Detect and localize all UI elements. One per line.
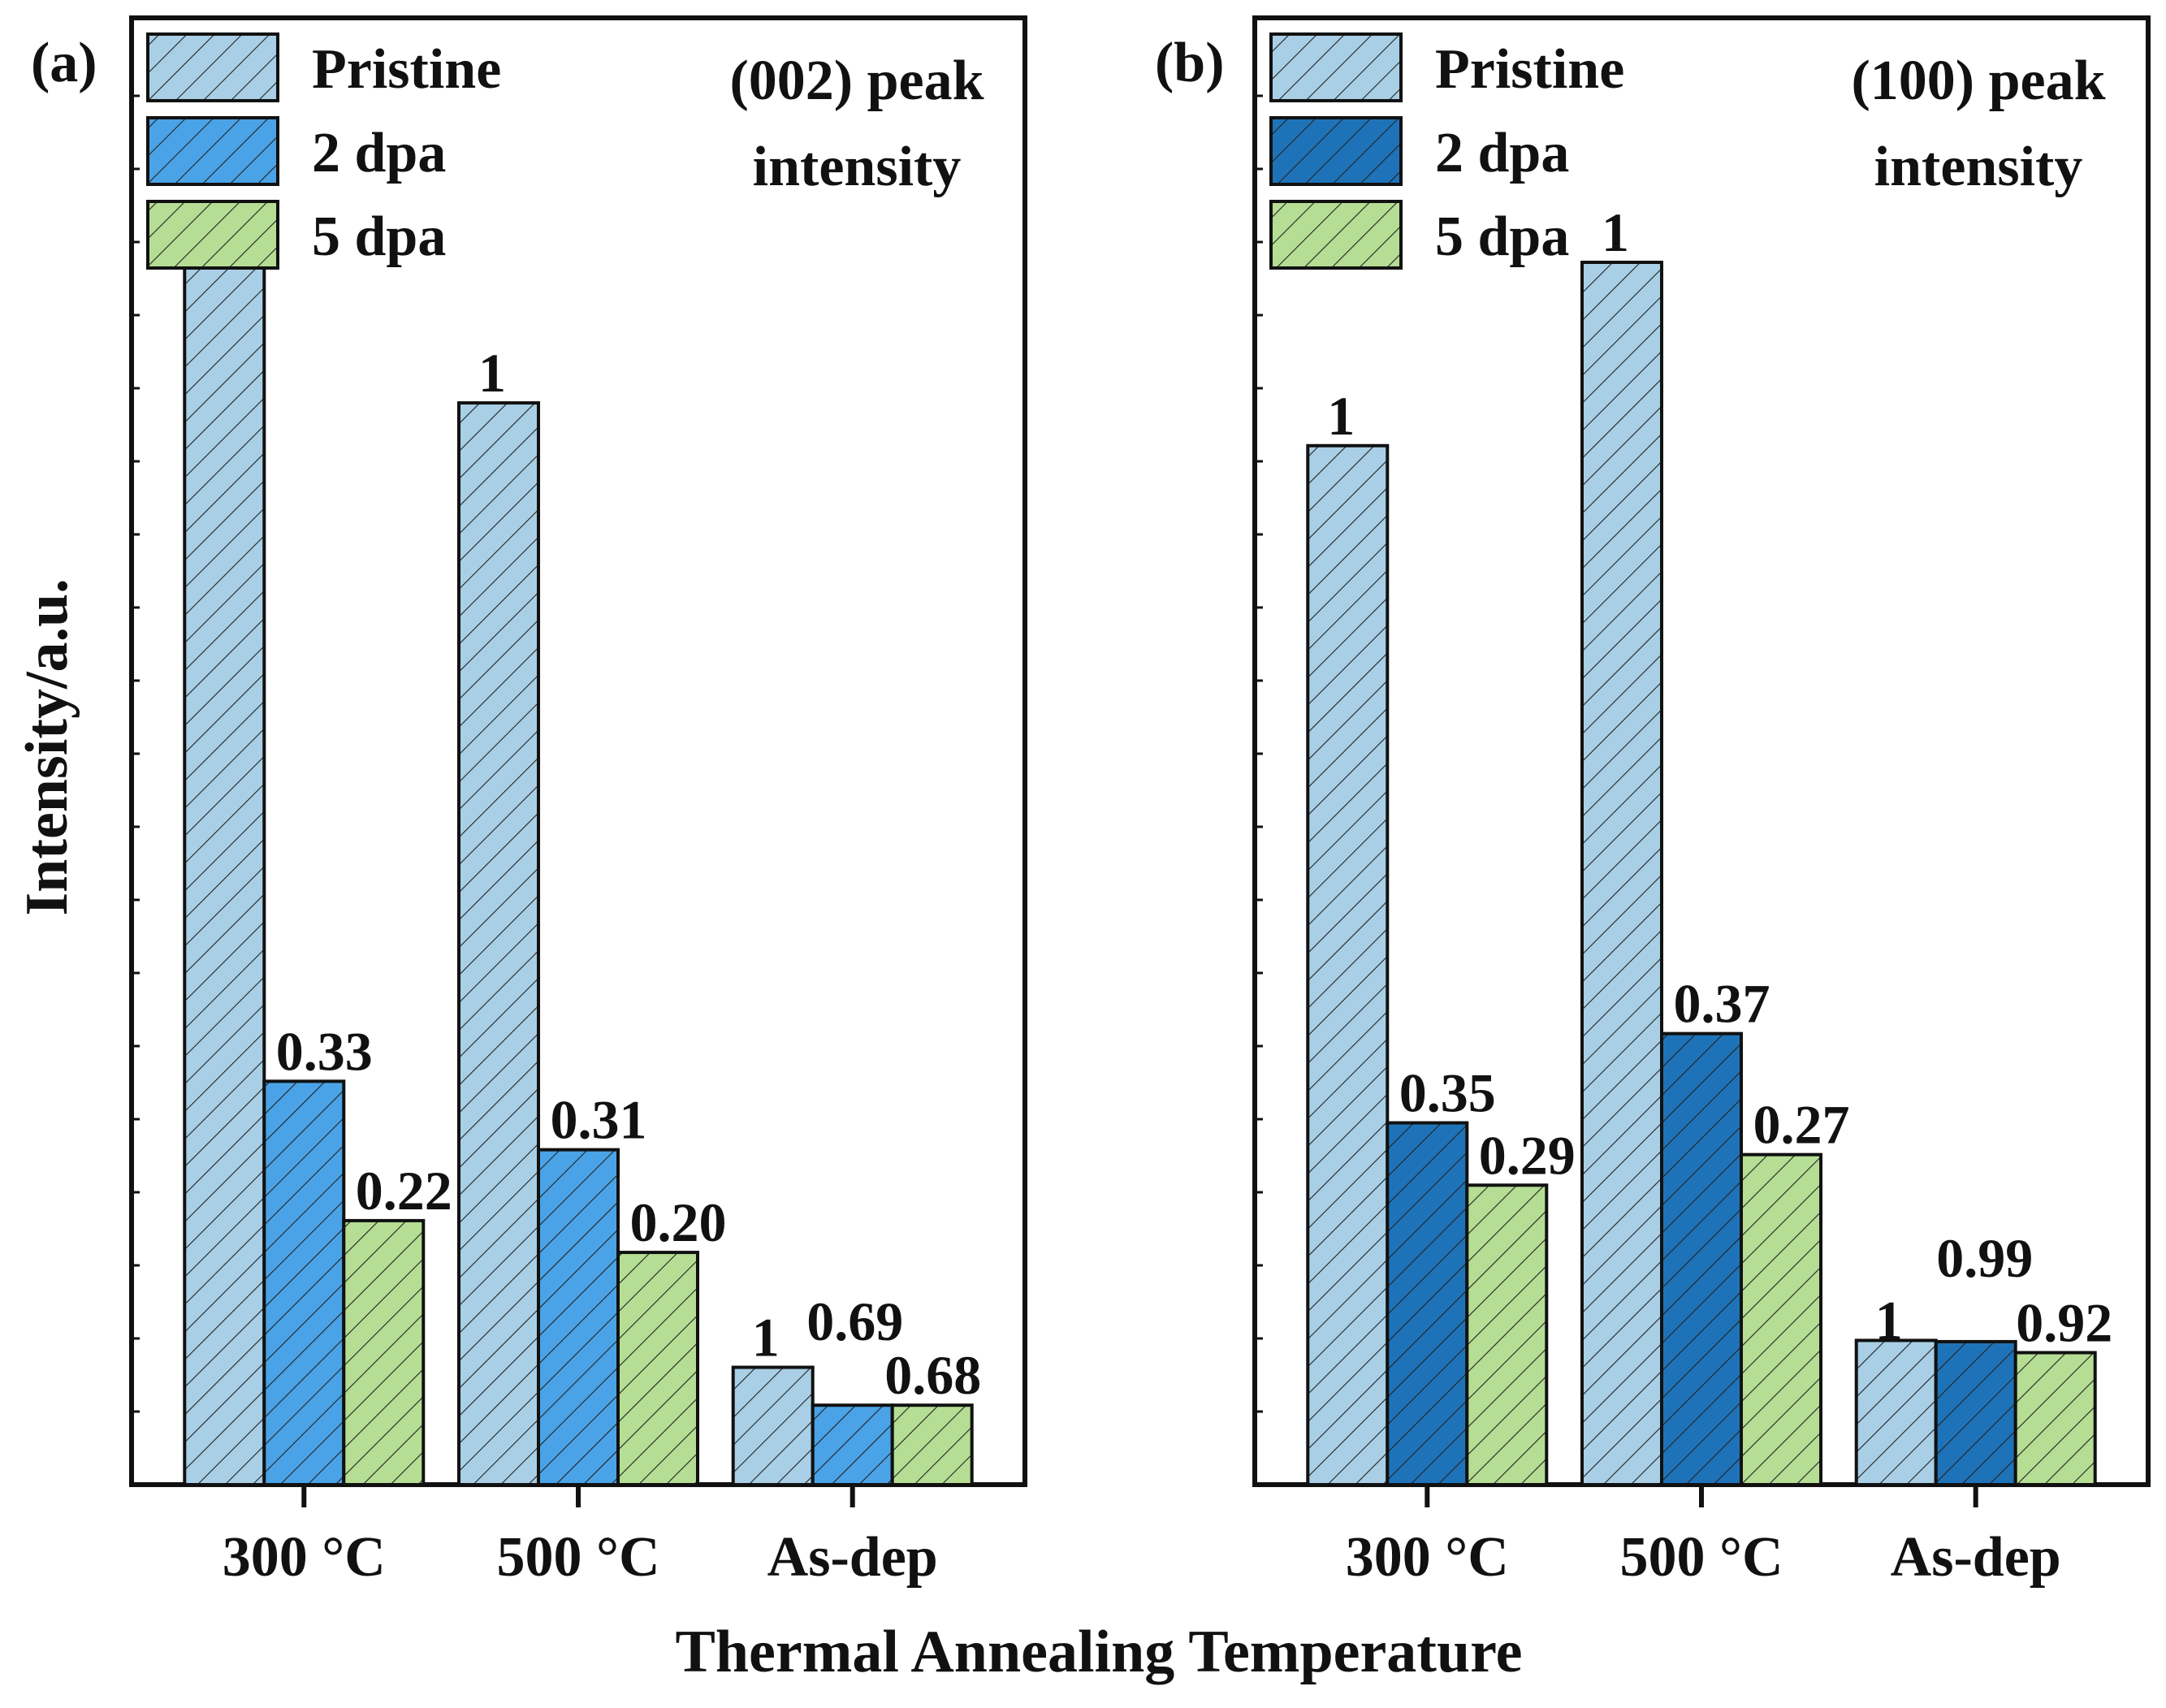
- bar-pristine: [1306, 443, 1390, 1486]
- legend-label: Pristine: [1435, 38, 1624, 101]
- legend-swatch: [1269, 32, 1403, 102]
- bar-value-label: 0.37: [1674, 973, 1770, 1035]
- x-tick-label: 300 °C: [223, 1526, 386, 1589]
- legend: Pristine 2 dpa 5 dpa: [1269, 32, 1624, 270]
- bar-value-label: 0.20: [630, 1191, 727, 1253]
- bar-value-label: 0.99: [1936, 1227, 2033, 1289]
- peak-annotation-line1: (002) peak: [729, 50, 984, 112]
- bar-pristine: [457, 401, 540, 1487]
- bar-value-label: 0.69: [806, 1291, 903, 1352]
- x-tick-label: 300 °C: [1346, 1526, 1509, 1589]
- bar-2-dpa: [262, 1079, 346, 1486]
- y-axis-label: Intensity/a.u.: [14, 578, 80, 915]
- bar-value-label: 0.68: [884, 1344, 981, 1406]
- bar-2-dpa: [1386, 1121, 1469, 1487]
- bar-pristine: [731, 1365, 815, 1487]
- panel-a: (a) (002) peak intensity 300 °C 1 0.33 0.22…: [31, 15, 1027, 1589]
- bar-pristine: [183, 261, 266, 1486]
- legend-swatch: [146, 32, 279, 102]
- bar-2-dpa: [537, 1148, 620, 1486]
- bar-value-label: 1: [1327, 385, 1355, 447]
- bar-value-label: 1: [752, 1307, 780, 1369]
- bar-2-dpa: [1934, 1339, 2017, 1487]
- legend-swatch: [146, 200, 279, 270]
- panel-label: (a): [31, 32, 97, 94]
- panel-label: (b): [1155, 32, 1225, 94]
- bar-5-dpa: [1740, 1152, 1822, 1487]
- bar-5-dpa: [890, 1403, 974, 1487]
- bar-value-label: 0.22: [356, 1160, 452, 1222]
- panel-b: (b) (100) peak intensity 300 °C 1 0.350.29…: [1155, 15, 2151, 1589]
- legend-label: 5 dpa: [1435, 205, 1569, 268]
- legend-label: 2 dpa: [1435, 122, 1569, 184]
- x-axis-label: Thermal Annealing Temperature: [676, 1619, 1523, 1685]
- legend-swatch: [1269, 116, 1403, 186]
- bar-value-label: 1: [1602, 201, 1629, 263]
- peak-annotation-line2: intensity: [753, 136, 962, 198]
- bar-5-dpa: [616, 1251, 699, 1487]
- bar-2-dpa: [811, 1403, 894, 1487]
- legend-label: 2 dpa: [312, 122, 446, 184]
- peak-annotation-line2: intensity: [1874, 136, 2083, 198]
- bar-value-label: 0.33: [276, 1020, 373, 1082]
- x-tick-label: As-dep: [767, 1526, 938, 1589]
- legend: Pristine 2 dpa 5 dpa: [146, 32, 501, 270]
- x-tick-label: As-dep: [1891, 1526, 2061, 1589]
- legend-label: Pristine: [312, 38, 501, 101]
- bar-2-dpa: [1660, 1031, 1743, 1486]
- bar-value-label: 1: [478, 342, 506, 404]
- bar-5-dpa: [2013, 1351, 2097, 1486]
- peak-annotation-line1: (100) peak: [1851, 50, 2105, 112]
- legend-swatch: [1269, 200, 1403, 270]
- y-ticks: [1255, 94, 1263, 1413]
- bar-value-label: 0.29: [1479, 1124, 1576, 1186]
- y-ticks: [132, 94, 140, 1413]
- bar-5-dpa: [1465, 1183, 1549, 1487]
- x-tick-label: 500 °C: [1619, 1526, 1783, 1589]
- bar-value-label: 0.35: [1399, 1062, 1496, 1124]
- x-tick-label: 500 °C: [496, 1526, 659, 1589]
- bar-value-label: 0.31: [551, 1089, 647, 1151]
- bar-value-label: 0.92: [2016, 1291, 2112, 1353]
- bar-value-label: 1: [1875, 1289, 1903, 1351]
- legend-label: 5 dpa: [312, 205, 446, 268]
- legend-swatch: [146, 116, 279, 186]
- bar-value-label: 0.27: [1753, 1094, 1850, 1156]
- bar-5-dpa: [342, 1218, 426, 1487]
- bar-pristine: [1854, 1338, 1938, 1487]
- bar-pristine: [1580, 261, 1663, 1486]
